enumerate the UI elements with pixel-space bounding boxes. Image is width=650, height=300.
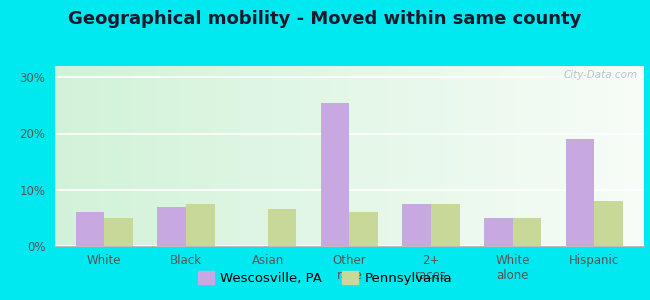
Bar (75, 212, 104, 246)
Bar (595, 201, 623, 246)
Bar (566, 139, 595, 246)
Bar (186, 204, 214, 246)
Bar (104, 218, 133, 246)
Bar (268, 209, 296, 246)
Bar (157, 207, 186, 246)
Text: Geographical mobility - Moved within same county: Geographical mobility - Moved within sam… (68, 11, 582, 28)
Legend: Wescosville, PA, Pennsylvania: Wescosville, PA, Pennsylvania (192, 266, 458, 290)
Bar (350, 212, 378, 246)
Bar (402, 204, 431, 246)
Text: City-Data.com: City-Data.com (564, 70, 638, 80)
Bar (484, 218, 513, 246)
Bar (321, 103, 350, 246)
Bar (513, 218, 541, 246)
Bar (431, 204, 460, 246)
